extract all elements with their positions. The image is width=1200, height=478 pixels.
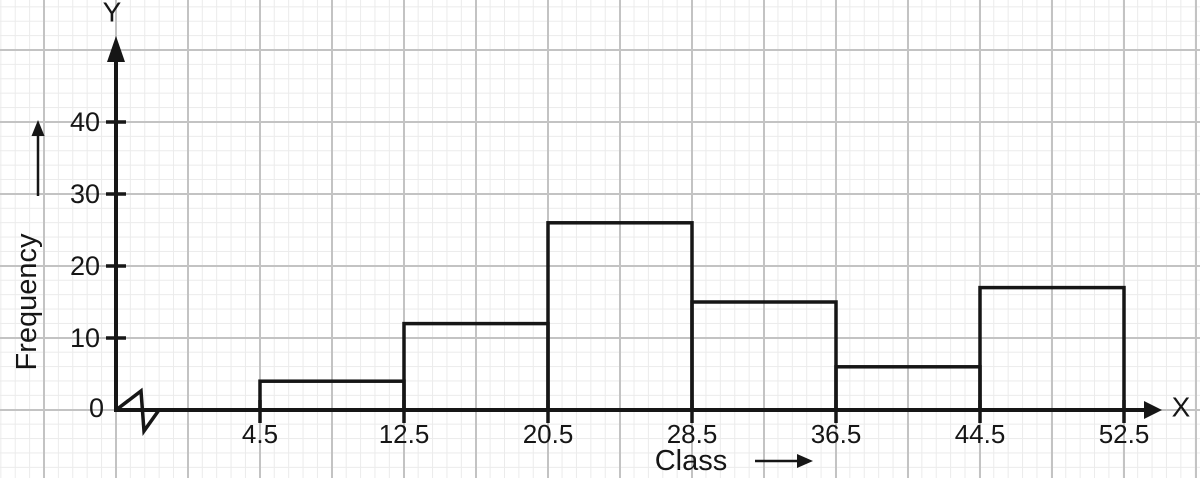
histogram-bar [978, 285, 1126, 412]
x-tick-label: 20.5 [523, 419, 574, 449]
x-tick-label: 12.5 [379, 419, 430, 449]
histogram-bar [402, 321, 550, 412]
histogram-bar [546, 221, 694, 412]
y-tick-label: 40 [70, 107, 100, 137]
y-tick-label: 10 [70, 323, 100, 353]
axis-break-zigzag [114, 387, 161, 436]
ylabel-arrow-head [31, 120, 45, 136]
ylabel-text: Frequency [11, 233, 43, 371]
x-tick-label: 52.5 [1099, 419, 1150, 449]
x-axis-arrowhead [1144, 401, 1162, 419]
histogram-bar [258, 379, 406, 412]
y-tick-label: 30 [70, 179, 100, 209]
x-tick-label: 44.5 [955, 419, 1006, 449]
x-tick-label: 4.5 [242, 419, 278, 449]
x-tick-label: 36.5 [811, 419, 862, 449]
x-axis-name: X [1172, 392, 1191, 423]
origin-label: 0 [89, 393, 104, 423]
histogram-bar [690, 300, 838, 412]
y-axis-name: Y [103, 0, 122, 28]
xlabel-text: Class [655, 445, 728, 477]
y-tick-label: 20 [70, 251, 100, 281]
x-tick-label: 28.5 [667, 419, 718, 449]
histogram-bar [834, 365, 982, 412]
y-axis-arrowhead [107, 36, 125, 62]
xlabel-arrow-head [797, 454, 813, 468]
